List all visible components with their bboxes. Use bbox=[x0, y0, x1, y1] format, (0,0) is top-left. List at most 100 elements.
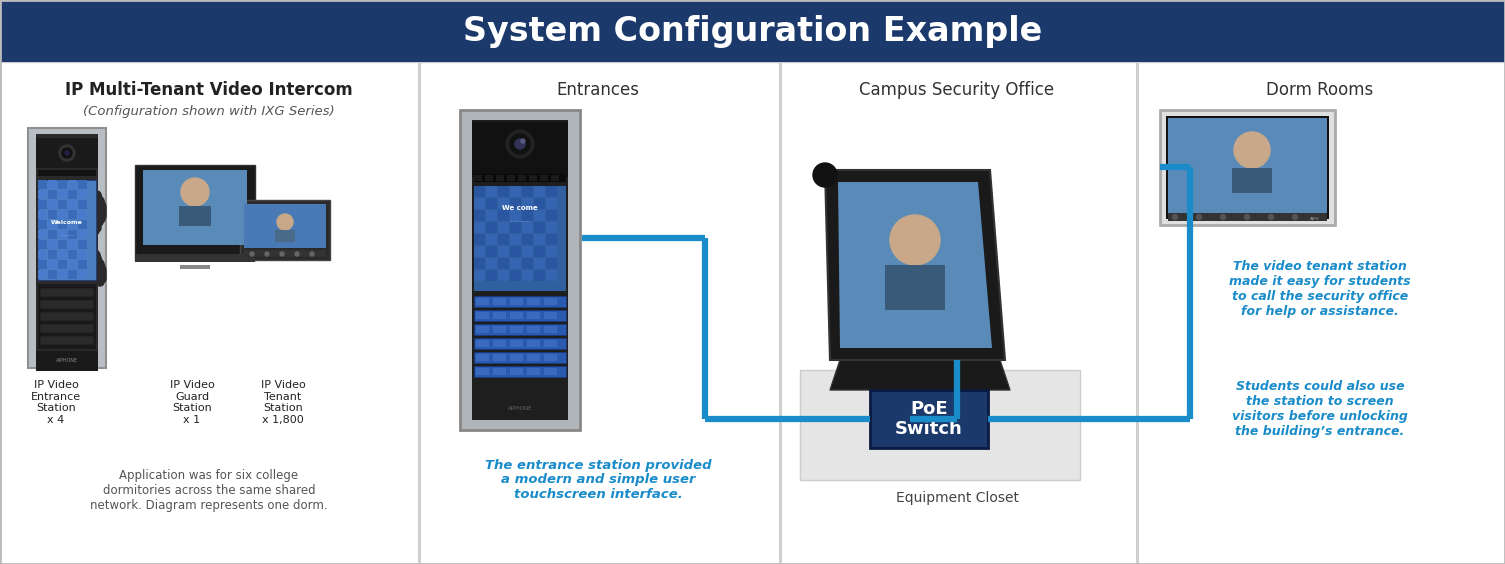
Bar bbox=[510, 354, 524, 361]
Bar bbox=[59, 180, 68, 189]
Bar bbox=[474, 175, 482, 181]
Circle shape bbox=[87, 242, 96, 250]
Bar bbox=[36, 138, 98, 168]
Bar bbox=[59, 260, 68, 269]
Bar bbox=[534, 246, 545, 257]
Bar bbox=[474, 222, 485, 233]
Bar bbox=[494, 354, 506, 361]
Circle shape bbox=[1245, 214, 1249, 219]
Bar bbox=[527, 368, 540, 375]
Bar bbox=[498, 222, 509, 233]
Bar bbox=[510, 326, 524, 333]
Bar bbox=[474, 186, 485, 197]
Text: Welcome: Welcome bbox=[51, 219, 83, 224]
Polygon shape bbox=[825, 170, 1005, 360]
Circle shape bbox=[93, 257, 102, 265]
Bar bbox=[474, 324, 566, 335]
Bar bbox=[41, 312, 93, 321]
Bar bbox=[48, 220, 57, 229]
Bar bbox=[36, 351, 98, 371]
Bar bbox=[48, 210, 57, 219]
Bar bbox=[1160, 110, 1335, 225]
Bar bbox=[780, 62, 783, 564]
Bar bbox=[527, 312, 540, 319]
Circle shape bbox=[521, 139, 525, 143]
Circle shape bbox=[1269, 214, 1273, 219]
Circle shape bbox=[515, 139, 525, 149]
Bar bbox=[68, 260, 77, 269]
Bar bbox=[522, 222, 533, 233]
Bar bbox=[540, 175, 548, 181]
Bar bbox=[486, 198, 497, 209]
Text: AIPHONE: AIPHONE bbox=[56, 359, 78, 364]
Bar bbox=[48, 260, 57, 269]
Circle shape bbox=[310, 252, 315, 256]
Text: (Configuration shown with IXG Series): (Configuration shown with IXG Series) bbox=[83, 105, 334, 118]
Circle shape bbox=[87, 233, 96, 241]
Bar bbox=[48, 180, 57, 189]
Text: AIPH: AIPH bbox=[1311, 217, 1320, 221]
Circle shape bbox=[89, 245, 96, 253]
Bar bbox=[68, 270, 77, 279]
Bar bbox=[29, 128, 105, 368]
Bar bbox=[546, 270, 557, 281]
Circle shape bbox=[280, 252, 284, 256]
Bar bbox=[38, 270, 47, 279]
Bar bbox=[543, 354, 557, 361]
Circle shape bbox=[1293, 214, 1297, 219]
Bar bbox=[497, 175, 504, 181]
Bar bbox=[59, 190, 68, 199]
Circle shape bbox=[87, 236, 96, 244]
Circle shape bbox=[90, 227, 99, 235]
Bar bbox=[543, 298, 557, 305]
Bar bbox=[244, 250, 327, 257]
Circle shape bbox=[96, 263, 105, 271]
Bar bbox=[534, 222, 545, 233]
Text: IP Video
Entrance
Station
x 4: IP Video Entrance Station x 4 bbox=[32, 380, 81, 425]
Bar bbox=[38, 180, 47, 189]
Bar bbox=[510, 270, 521, 281]
Bar bbox=[485, 175, 494, 181]
Bar bbox=[68, 210, 77, 219]
Text: IP Video
Guard
Station
x 1: IP Video Guard Station x 1 bbox=[170, 380, 214, 425]
Bar bbox=[78, 180, 87, 189]
Bar bbox=[546, 234, 557, 245]
Bar bbox=[494, 326, 506, 333]
Bar bbox=[78, 230, 87, 239]
Bar bbox=[474, 366, 566, 377]
Circle shape bbox=[265, 252, 269, 256]
Circle shape bbox=[98, 203, 105, 211]
Text: ........: ........ bbox=[60, 231, 74, 236]
Bar bbox=[239, 200, 330, 260]
Bar bbox=[68, 180, 77, 189]
Circle shape bbox=[62, 148, 72, 158]
Circle shape bbox=[93, 194, 102, 202]
Bar bbox=[498, 210, 509, 221]
Bar bbox=[507, 175, 515, 181]
Bar bbox=[78, 270, 87, 279]
Circle shape bbox=[92, 251, 99, 259]
Bar bbox=[474, 352, 566, 363]
Circle shape bbox=[96, 260, 104, 268]
Circle shape bbox=[506, 130, 534, 158]
Circle shape bbox=[93, 221, 101, 229]
Bar bbox=[275, 230, 295, 242]
Bar bbox=[59, 200, 68, 209]
Bar bbox=[38, 190, 47, 199]
Bar bbox=[38, 170, 96, 176]
Bar bbox=[494, 340, 506, 347]
Text: IP Multi-Tenant Video Intercom: IP Multi-Tenant Video Intercom bbox=[65, 81, 352, 99]
Bar bbox=[38, 260, 47, 269]
Bar bbox=[546, 210, 557, 221]
Circle shape bbox=[1196, 214, 1201, 219]
Circle shape bbox=[98, 275, 105, 283]
Bar bbox=[474, 174, 566, 182]
Bar bbox=[41, 336, 93, 345]
Bar bbox=[486, 222, 497, 233]
Circle shape bbox=[1221, 214, 1225, 219]
Bar bbox=[534, 186, 545, 197]
Bar bbox=[48, 230, 57, 239]
Bar bbox=[0, 62, 1505, 564]
Bar bbox=[534, 270, 545, 281]
Bar bbox=[78, 240, 87, 249]
